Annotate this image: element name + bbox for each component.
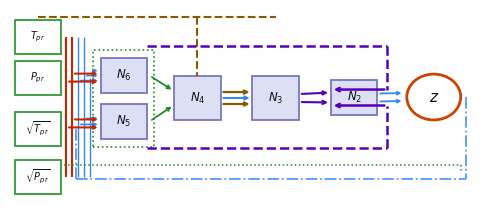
FancyBboxPatch shape (331, 80, 378, 115)
Bar (93, 50, 154, 147)
Text: $z$: $z$ (428, 89, 439, 105)
Text: $N_5$: $N_5$ (116, 114, 132, 129)
Text: $N_3$: $N_3$ (268, 91, 283, 106)
FancyBboxPatch shape (100, 104, 147, 139)
Text: $N_6$: $N_6$ (116, 68, 132, 83)
Text: $\sqrt{P_{pr}}$: $\sqrt{P_{pr}}$ (26, 168, 51, 186)
Ellipse shape (407, 74, 461, 120)
FancyBboxPatch shape (100, 58, 147, 93)
Text: $T_{pr}$: $T_{pr}$ (30, 30, 46, 45)
FancyBboxPatch shape (15, 61, 62, 95)
Text: $N_4$: $N_4$ (190, 91, 205, 106)
Text: $\sqrt{T_{pr}}$: $\sqrt{T_{pr}}$ (26, 120, 51, 138)
Text: $P_{pr}$: $P_{pr}$ (30, 71, 46, 85)
FancyBboxPatch shape (15, 112, 62, 146)
FancyBboxPatch shape (174, 76, 220, 120)
FancyBboxPatch shape (15, 160, 62, 194)
Text: $N_2$: $N_2$ (346, 90, 362, 105)
FancyBboxPatch shape (15, 20, 62, 54)
FancyBboxPatch shape (252, 76, 299, 120)
